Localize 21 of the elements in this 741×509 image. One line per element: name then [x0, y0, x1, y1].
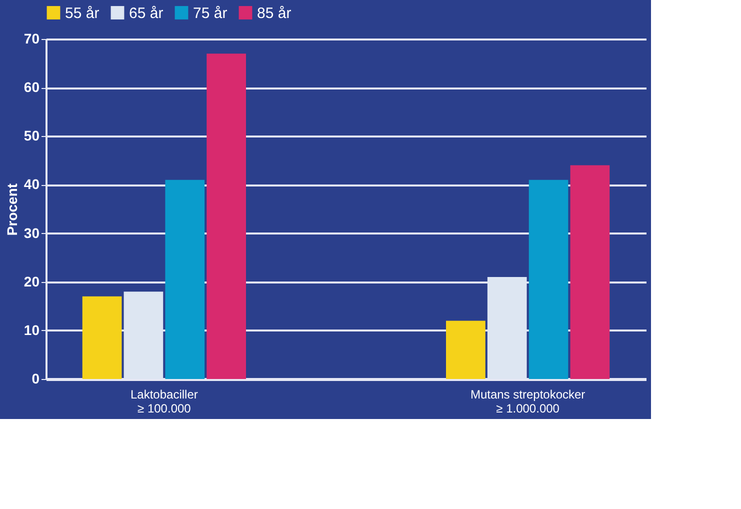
x-tick-label: Mutans streptokocker ≥ 1.000.000: [470, 388, 586, 416]
x-tick-label: Laktobaciller ≥ 100.000: [130, 388, 198, 416]
bar: [570, 165, 610, 379]
bar: [446, 320, 486, 379]
y-tick-label: 40: [24, 176, 40, 192]
legend-label: 85 år: [257, 4, 292, 22]
legend-label: 75 år: [193, 4, 228, 22]
legend-label: 55 år: [65, 4, 100, 22]
y-tick-label: 60: [24, 79, 40, 96]
y-tick-label: 20: [24, 273, 40, 290]
bar: [165, 180, 205, 379]
y-tick-label: 50: [24, 128, 40, 144]
y-tick-label: 10: [24, 322, 40, 338]
y-tick-label: 30: [24, 224, 40, 241]
y-axis-title: Procent: [4, 183, 20, 236]
bar: [206, 54, 246, 379]
y-tick-label: 0: [32, 370, 40, 386]
y-tick-label: 70: [24, 30, 40, 46]
legend-label: 65 år: [129, 4, 164, 22]
bar: [528, 180, 568, 379]
bar: [82, 296, 122, 379]
